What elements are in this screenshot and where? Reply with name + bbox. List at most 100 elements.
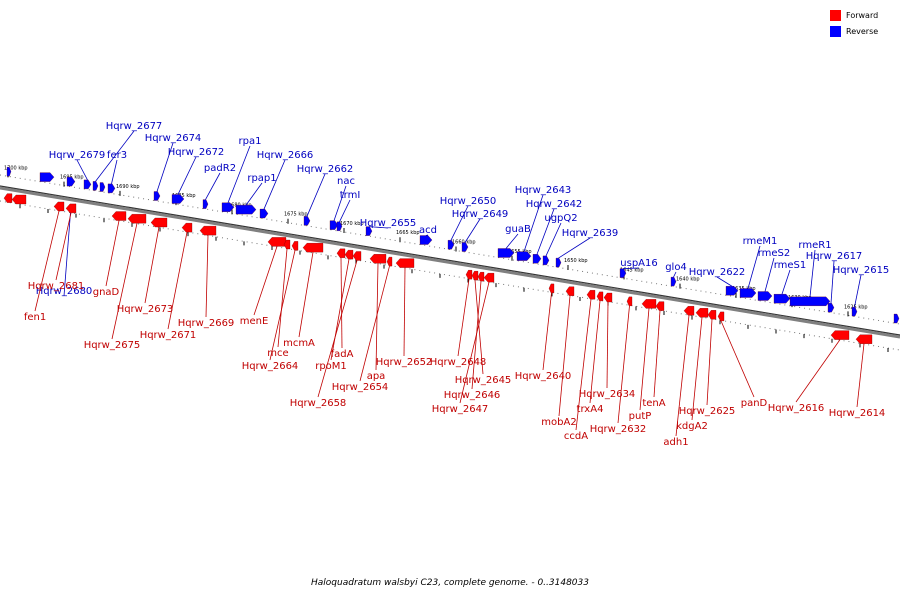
label-leader [144,226,160,304]
forward-gene [11,194,27,205]
scale-tick-label: 1690 kbp [116,184,140,190]
gene-label: Hqrw_2625 [679,406,736,417]
label-leader [542,292,552,371]
label-leader [558,237,591,259]
forward-gene [855,334,873,344]
gene-label: fen1 [24,312,46,323]
label-leader [764,257,775,292]
forward-gene [626,296,633,306]
forward-gene [53,201,65,212]
forward-gene [199,225,217,236]
forward-gene [477,272,485,282]
reverse-gene [92,181,99,191]
gene-label: glo4 [665,262,687,273]
label-leader [474,280,484,375]
forward-gene [150,217,168,228]
label-leader [111,223,138,340]
upper-dotted-line [0,174,900,325]
forward-gene [465,270,473,280]
forward-gene [483,273,495,283]
gene-label: Hqrw_2680 [36,286,93,297]
gene-label: Hqrw_2662 [297,164,354,175]
forward-gene [352,251,362,261]
label-leader [269,250,296,361]
gene-label: Hqrw_2681 [28,281,85,292]
label-leader [747,245,761,289]
forward-gene [111,211,127,221]
label-leader [339,199,351,222]
reverse-gene [83,179,92,190]
reverse-gene [221,202,235,212]
label-leader [589,300,601,404]
reverse-gene [66,176,76,187]
reverse-gene [739,288,757,298]
scale-tick-label: 1665 kbp [396,230,420,236]
forward-gene [565,286,575,296]
forward-gene [603,292,613,303]
gene-label: mce [267,348,288,359]
forward-gene [596,291,604,302]
reverse-gene [107,183,116,194]
forward-gene [395,258,415,268]
label-leader [459,282,490,404]
gene-label: padR2 [204,163,236,174]
reverse-gene [497,248,515,258]
forward-swatch [830,9,841,21]
label-leader [403,267,406,357]
label-leader [617,305,630,424]
forward-gene [655,301,665,311]
gene-label: Hqrw_2622 [689,267,746,278]
gene-label: guaB [505,224,531,235]
reverse-gene [419,235,433,245]
gene-label: rpoM1 [315,361,347,372]
label-leader [317,260,358,398]
gene-label: Hqrw_2664 [242,361,299,372]
forward-gene [586,290,596,300]
gene-label: Hqrw_2647 [432,404,489,415]
label-leader [111,159,118,184]
label-leader [277,248,288,348]
label-leader [76,159,88,181]
label-leader [63,206,72,297]
gene-label: Hqrw_2632 [590,424,647,435]
gene-label: adh1 [663,437,688,448]
label-leader [558,295,571,417]
label-leader [177,156,197,195]
reverse-gene [516,251,532,261]
gene-label: nac [337,176,355,187]
forward-gene [683,306,695,316]
label-leader [830,260,835,304]
scale-tick-label: 1645 kbp [620,267,644,273]
label-leader [205,235,209,318]
forward-gene [641,299,657,309]
gene-label: fer3 [107,150,127,161]
legend-item-forward: Forward [830,8,890,22]
gene-label: Hqrw_2614 [829,408,886,419]
gene-label: rmeS2 [758,248,791,259]
reverse-gene [893,313,900,324]
gene-label: trmI [340,190,361,201]
reverse-gene [555,257,562,268]
gene-label: Hqrw_2615 [833,265,890,276]
forward-gene [695,308,709,318]
gene-label: Hqrw_2652 [376,357,433,368]
forward-gene [471,271,479,281]
gene-label: Hqrw_2655 [360,218,417,229]
label-leader [575,299,592,431]
backbone [0,186,900,339]
scale-tick-label: 1625 kbp [844,304,868,310]
gene-label: Hqrw_2671 [140,330,197,341]
reverse-gene [542,255,550,266]
gene-label: Hqrw_2646 [444,390,501,401]
label-leader [720,320,755,398]
gene-label: Hqrw_2675 [84,340,141,351]
gene-label: gnaD [93,287,120,298]
gene-label: Hqrw_2658 [290,398,347,409]
gene-label: trxA4 [577,404,604,415]
reverse-gene [6,167,12,177]
gene-label: mcmA [283,338,315,349]
label-leader [653,310,661,398]
gene-label: ccdA [564,431,588,442]
label-leader [854,274,862,308]
label-leader [536,208,555,255]
